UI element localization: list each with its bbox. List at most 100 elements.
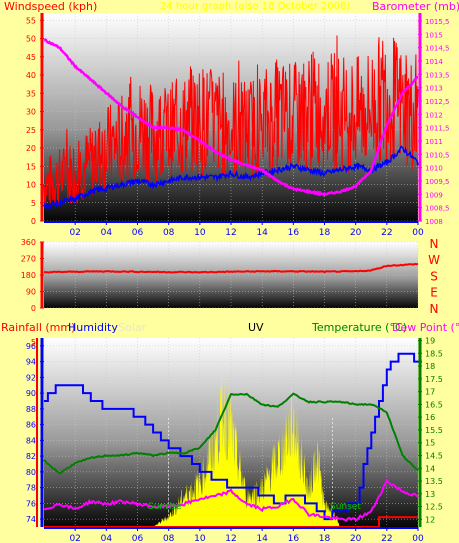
solar-label: Solar [118,321,147,334]
temp-tick-label: 13 [425,490,435,499]
baro-tick-label: 1011,5 [425,125,450,133]
humidity-tick-label: 82 [26,452,36,461]
x-tick-label: 08 [163,534,175,543]
humidity-tick-label: 84 [26,436,36,445]
humidity-tick-label: 90 [26,389,36,398]
wind-direction-series [43,262,419,274]
dewpoint-label: Dew Point (°C) [392,321,459,334]
temp-tick-label: 19 [425,337,435,346]
temp-tick-label: 14.5 [425,451,443,460]
baro-tick-label: 1013 [425,85,443,93]
gust-series [43,145,419,211]
solar-series [44,370,418,527]
temp-tick-label: 12.5 [425,503,443,512]
x-tick-label: 02 [69,534,80,543]
panel-2-grid [44,241,419,309]
humidity-tick-label: 80 [26,468,36,477]
x-tick-label: 16 [288,534,300,543]
sunrise-label: Sunrise [148,502,182,512]
wind-tick-label: 15 [26,162,36,171]
wind-tick-label: 25 [26,126,36,135]
temp-tick-label: 12 [425,515,435,524]
x-tick-label: 20 [350,228,362,238]
panel-3-axes: 74 76 78 80 82 84 86 88 90 92 94 96 02 04 06 08 10 12 14 16… [26,337,443,543]
temp-tick-label: 15 [425,439,435,448]
temp-humidity-panel: 74 76 78 80 82 84 86 88 90 92 94 96 02 04 06 08 10 12 14 16… [26,337,443,543]
x-tick-label: 22 [381,228,392,238]
temp-tick-label: 14 [425,464,435,473]
baro-tick-label: 1010,5 [425,151,450,159]
baro-tick-label: 1009 [425,191,443,199]
x-tick-label: 18 [319,534,331,543]
temp-tick-label: 13.5 [425,477,443,486]
wind-tick-label: 45 [26,53,36,62]
baro-tick-label: 1013,5 [425,71,450,79]
x-tick-label: 04 [101,228,113,238]
baro-tick-label: 1015 [425,31,443,39]
temp-tick-label: 17.5 [425,375,443,384]
baro-tick-label: 1008,5 [425,205,450,213]
uv-label: UV [248,321,264,334]
windspeed-series [43,35,419,208]
wind-tick-label: 20 [26,144,36,153]
wind-tick-label: 50 [26,35,36,44]
barometer-series [43,38,419,197]
dir-tick-label: 0 [31,304,36,313]
humidity-series [44,352,422,521]
compass-label: S [430,269,438,283]
sunset-label: Sunset [330,502,361,512]
humidity-tick-label: 92 [26,373,36,382]
baro-tick-label: 1014 [425,58,443,66]
panel-2-series [43,262,419,274]
temp-tick-label: 16 [425,413,435,422]
x-tick-label: 00 [412,534,424,543]
compass-label: W [428,253,440,267]
compass-label: N [430,302,439,316]
humidity-tick-label: 94 [26,358,36,367]
humidity-label: Humidity [68,321,118,334]
x-tick-label: 20 [350,534,362,543]
x-tick-label: 02 [69,228,80,238]
baro-tick-label: 1015,5 [425,18,450,26]
wind-tick-label: 35 [26,89,36,98]
x-tick-label: 18 [319,228,331,238]
x-tick-label: 10 [194,534,206,543]
dir-tick-label: 270 [21,255,36,264]
wind-tick-label: 10 [26,181,36,190]
compass-label: N [430,237,439,251]
temp-tick-label: 17 [425,388,435,397]
baro-tick-label: 1010 [425,165,443,173]
x-tick-label: 12 [225,228,236,238]
x-tick-label: 14 [256,534,268,543]
temp-tick-label: 16.5 [425,400,443,409]
rainfall-label: Rainfall (mm) [1,321,76,334]
temperature-series [43,392,419,475]
baro-tick-label: 1009,5 [425,178,450,186]
x-tick-label: 08 [163,228,175,238]
wind-tick-label: 55 [26,16,36,25]
x-tick-label: 06 [132,534,144,543]
x-tick-label: 04 [101,534,113,543]
dir-tick-label: 360 [21,238,36,247]
x-tick-label: 14 [256,228,268,238]
temp-tick-label: 15.5 [425,426,443,435]
baro-tick-label: 1012 [425,111,443,119]
dir-tick-label: 180 [21,271,36,280]
wind-tick-label: 30 [26,108,36,117]
humidity-tick-label: 78 [26,484,36,493]
barometer-axis-label: Barometer (mb) [372,0,459,13]
compass-label: E [430,286,438,300]
baro-tick-label: 1008 [425,218,443,226]
x-tick-label: 00 [412,228,424,238]
humidity-tick-label: 86 [26,421,36,430]
baro-tick-label: 1012,5 [425,98,450,106]
baro-tick-label: 1014,5 [425,45,450,53]
windspeed-axis-label: Windspeed (kph) [4,0,98,13]
humidity-tick-label: 96 [26,342,36,351]
temp-tick-label: 18.5 [425,349,443,358]
